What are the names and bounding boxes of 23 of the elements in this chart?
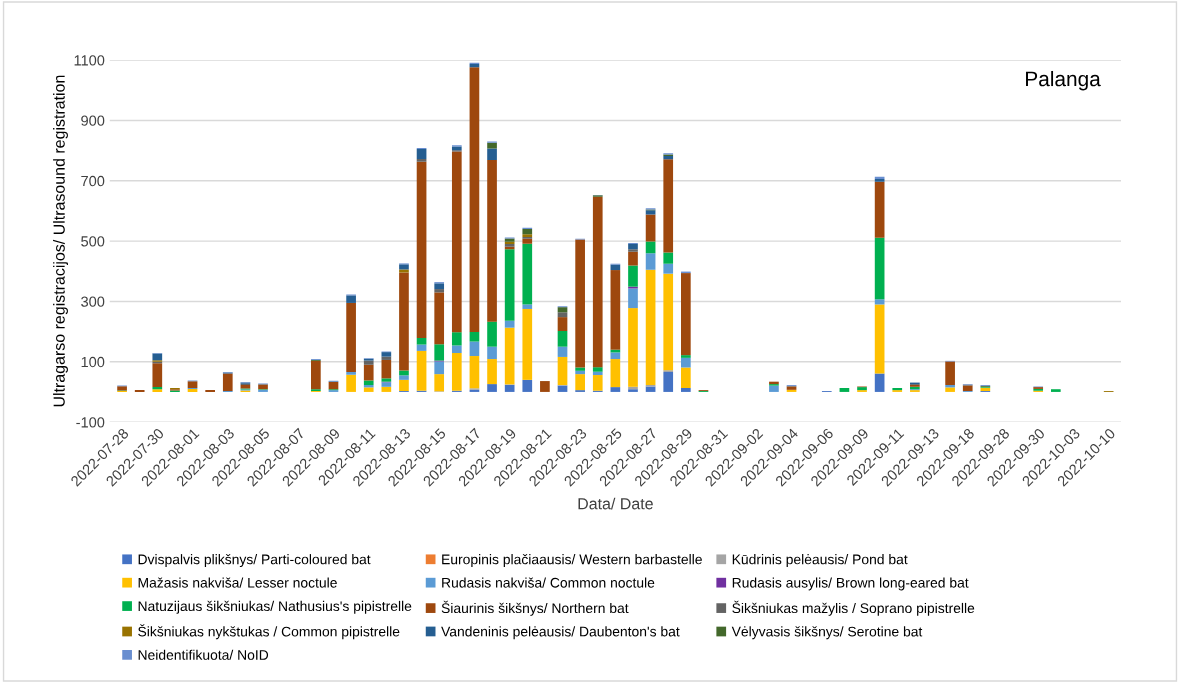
y-tick-label: 700 bbox=[81, 175, 105, 187]
legend-label: Šikšniukas nykštukas / Common pipistrelle bbox=[138, 624, 400, 640]
legend-label: Rudasis ausylis/ Brown long-eared bat bbox=[732, 577, 969, 591]
legend-label: Vandeninis pelėausis/ Daubenton's bat bbox=[441, 626, 680, 640]
y-tick-label: 900 bbox=[81, 115, 105, 126]
chart-title: Palanga bbox=[1026, 70, 1101, 91]
legend-label: Šikšniukas mažylis / Soprano pipistrelle bbox=[732, 600, 975, 616]
legend-label: Šiaurinis šikšnys/ Northern bat bbox=[441, 600, 629, 616]
legend-label: Rudasis nakviša/ Common noctule bbox=[442, 577, 655, 588]
legend-label: Dvispalvis plikšnys/ Parti-coloured bat bbox=[138, 554, 371, 568]
y-tick-label: 500 bbox=[81, 236, 105, 247]
y-tick-label: 100 bbox=[81, 356, 105, 368]
y-tick-label: -100 bbox=[76, 417, 105, 428]
y-tick-label: 300 bbox=[81, 296, 105, 307]
legend-label: Vėlyvasis šikšnys/ Serotine bat bbox=[731, 626, 923, 640]
legend-label: Neidentifikuota/ NoID bbox=[138, 649, 269, 660]
y-axis-title: Ultragarso registracijos/ Ultrasound registration bbox=[53, 75, 68, 407]
legend-label: Europinis plačiaausis/ Western barbastelle bbox=[442, 554, 702, 568]
legend-label: Natuzijaus šikšniukas/ Nathusius's pipistrelle bbox=[138, 600, 412, 614]
legend-label: Kūdrinis pelėausis/ Pond bat bbox=[732, 554, 908, 568]
x-axis-title: Data/ Date bbox=[578, 497, 653, 510]
legend-label: Mažasis nakviša/ Lesser noctule bbox=[138, 577, 337, 588]
y-tick-label: 1100 bbox=[74, 55, 105, 66]
